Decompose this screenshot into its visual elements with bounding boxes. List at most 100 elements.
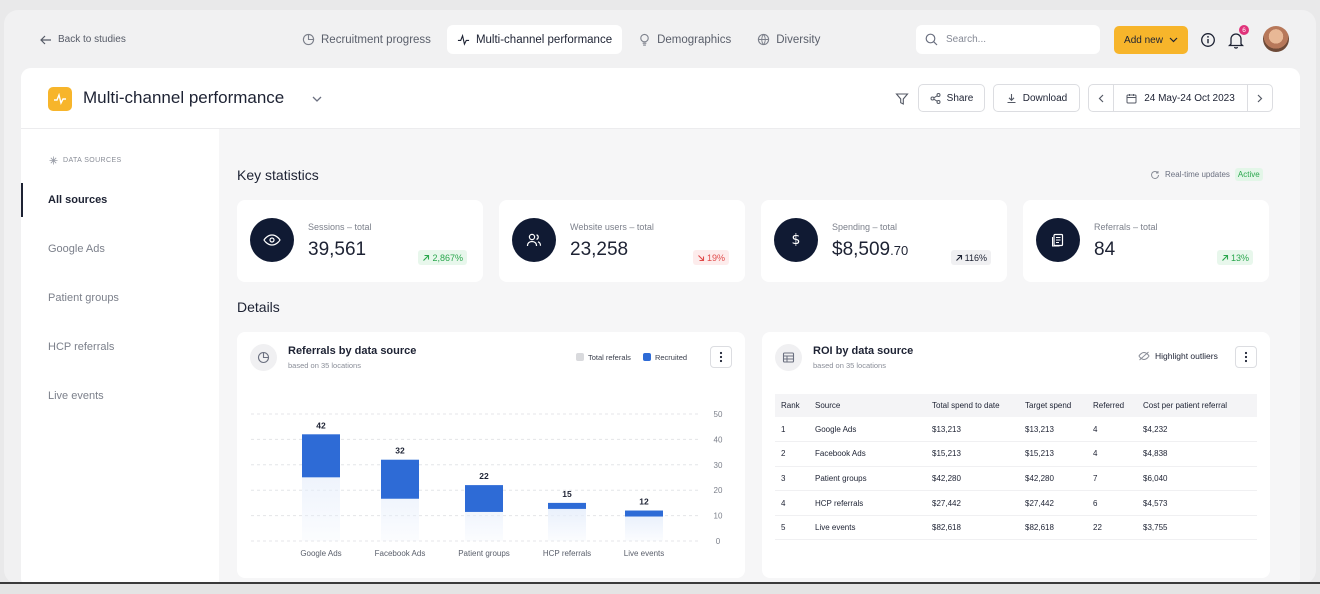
more-options-button[interactable] xyxy=(710,346,732,368)
tab-label: Demographics xyxy=(657,33,732,46)
eye-off-icon xyxy=(1138,351,1150,361)
window-bottom-edge xyxy=(0,582,1320,594)
more-vertical-icon xyxy=(719,351,723,363)
key-statistics-title: Key statistics xyxy=(237,167,319,183)
bar-recruited[interactable] xyxy=(381,459,419,499)
trend-value: 116% xyxy=(964,252,987,263)
chevron-down-icon[interactable] xyxy=(311,93,323,105)
table-row[interactable]: 1 Google Ads $13,213 $13,213 4 $4,232 xyxy=(775,417,1257,443)
table-cell-target-spend: $13,213 xyxy=(1019,417,1087,443)
roi-table: Rank Source Total spend to date Target s… xyxy=(775,394,1257,541)
pie-icon xyxy=(302,33,315,46)
trend-badge: 2,867% xyxy=(418,250,467,265)
tab-recruitment-progress[interactable]: Recruitment progress xyxy=(292,25,441,54)
sidebar-item-google-ads[interactable]: Google Ads xyxy=(21,232,219,266)
date-range-display[interactable]: 24 May-24 Oct 2023 xyxy=(1113,85,1248,111)
table-cell-cost: $4,573 xyxy=(1137,490,1257,516)
stat-label: Website users – total xyxy=(570,222,654,232)
table-row[interactable]: 2 Facebook Ads $15,213 $15,213 4 $4,838 xyxy=(775,441,1257,467)
trend-value: 19% xyxy=(706,252,725,263)
stat-label: Sessions – total xyxy=(308,222,372,232)
y-tick-label: 20 xyxy=(714,486,723,495)
stat-value-main: $8,509 xyxy=(832,239,891,260)
sidebar-item-all-sources[interactable]: All sources xyxy=(21,183,219,217)
tab-diversity[interactable]: Diversity xyxy=(747,25,830,54)
sidebar-item-label: HCP referrals xyxy=(48,341,115,353)
stat-label: Referrals – total xyxy=(1094,222,1158,232)
avatar[interactable] xyxy=(1263,26,1289,52)
table-cell-total-spend: $42,280 xyxy=(926,466,1019,492)
trend-value: 2,867% xyxy=(432,252,463,263)
table-cell-source: Facebook Ads xyxy=(809,441,926,467)
highlight-outliers-toggle[interactable]: Highlight outliers xyxy=(1138,351,1218,361)
arrow-up-right-icon xyxy=(423,254,430,261)
table-cell-total-spend: $82,618 xyxy=(926,515,1019,541)
table-cell-referred: 4 xyxy=(1087,441,1137,467)
x-tick-label: HCP referrals xyxy=(543,549,591,558)
panel-title: Referrals by data source xyxy=(288,345,417,357)
table-cell-target-spend: $82,618 xyxy=(1019,515,1087,541)
table-cell-source: Google Ads xyxy=(809,417,926,443)
bell-icon[interactable] xyxy=(1228,31,1244,49)
tab-demographics[interactable]: Demographics xyxy=(628,25,741,54)
table-cell-total-spend: $27,442 xyxy=(926,490,1019,516)
more-options-button[interactable] xyxy=(1235,346,1257,368)
stat-value: $8,509.70 xyxy=(832,239,908,261)
table-cell-target-spend: $42,280 xyxy=(1019,466,1087,492)
panel-subtitle: based on 35 locations xyxy=(288,361,361,370)
download-button[interactable]: Download xyxy=(993,84,1080,112)
calendar-icon xyxy=(1126,93,1137,103)
x-tick-label: Patient groups xyxy=(458,549,510,558)
add-new-button[interactable]: Add new xyxy=(1114,26,1188,54)
y-tick-label: 30 xyxy=(714,461,723,470)
tab-label: Recruitment progress xyxy=(321,33,431,46)
sidebar-item-hcp-referrals[interactable]: HCP referrals xyxy=(21,330,219,364)
table-row[interactable]: 5 Live events $82,618 $82,618 22 $3,755 xyxy=(775,515,1257,541)
previous-period-button[interactable] xyxy=(1089,85,1113,111)
x-tick-label: Live events xyxy=(624,549,664,558)
y-tick-label: 40 xyxy=(714,435,723,444)
stat-value: 23,258 xyxy=(570,239,628,261)
table-row[interactable]: 3 Patient groups $42,280 $42,280 7 $6,040 xyxy=(775,466,1257,492)
highlight-label: Highlight outliers xyxy=(1155,351,1218,361)
next-period-button[interactable] xyxy=(1248,85,1272,111)
bar-recruited[interactable] xyxy=(548,502,586,509)
stat-card-sessions: Sessions – total 39,561 2,867% xyxy=(237,200,483,282)
x-tick-label: Google Ads xyxy=(300,549,341,558)
sidebar-item-patient-groups[interactable]: Patient groups xyxy=(21,281,219,315)
panel-title: ROI by data source xyxy=(813,345,914,357)
stat-card-referrals: Referrals – total 84 13% xyxy=(1023,200,1269,282)
table-cell-rank: 2 xyxy=(775,441,809,467)
lightbulb-icon xyxy=(640,33,649,46)
table-row[interactable]: 4 HCP referrals $27,442 $27,442 6 $4,573 xyxy=(775,490,1257,516)
bar-recruited[interactable] xyxy=(625,510,663,517)
table-cell-rank: 3 xyxy=(775,466,809,492)
back-to-studies-link[interactable]: Back to studies xyxy=(40,34,126,45)
sidebar-item-live-events[interactable]: Live events xyxy=(21,379,219,413)
filter-icon[interactable] xyxy=(895,92,909,106)
share-icon xyxy=(930,92,941,104)
dollar-icon: $ xyxy=(774,218,818,262)
stat-value-main: 84 xyxy=(1094,239,1116,260)
roi-table-body: 1 Google Ads $13,213 $13,213 4 $4,232 2 Faceboo… xyxy=(775,417,1257,541)
y-tick-label: 0 xyxy=(716,537,721,546)
info-icon[interactable] xyxy=(1200,32,1216,48)
stat-card-website-users: Website users – total 23,258 19% xyxy=(499,200,745,282)
more-vertical-icon xyxy=(1244,351,1248,363)
tab-label: Diversity xyxy=(776,33,821,46)
bar-recruited[interactable] xyxy=(302,434,340,478)
date-range-label: 24 May-24 Oct 2023 xyxy=(1144,92,1235,104)
stat-value: 39,561 xyxy=(308,239,366,261)
search-input[interactable] xyxy=(946,34,1086,45)
referrals-bar-chart: 0 10 20 30 40 50 42 Google Ads 32 Facebook Ads 22 P… xyxy=(251,410,723,558)
arrow-down-right-icon xyxy=(698,254,705,261)
column-header: Rank xyxy=(775,394,809,417)
sidebar-item-label: Google Ads xyxy=(48,243,105,255)
share-button[interactable]: Share xyxy=(918,84,985,112)
table-cell-cost: $4,232 xyxy=(1137,417,1257,443)
bar-total xyxy=(548,502,586,541)
bar-recruited[interactable] xyxy=(465,485,503,512)
data-sources-label: DATA SOURCES xyxy=(63,157,122,164)
tab-multi-channel-performance[interactable]: Multi-channel performance xyxy=(446,25,623,54)
trend-badge: 116% xyxy=(950,250,991,265)
